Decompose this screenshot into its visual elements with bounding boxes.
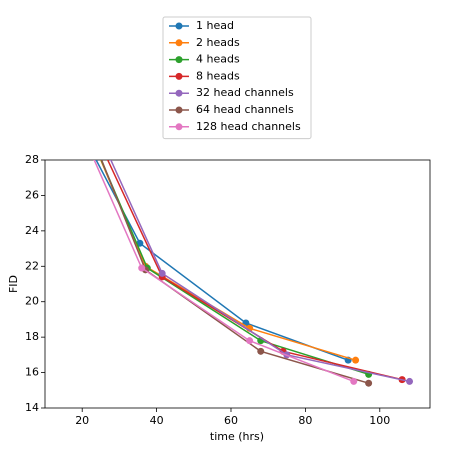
- y-tick-label: 28: [25, 153, 39, 166]
- point: [71, 86, 78, 93]
- point: [406, 377, 414, 385]
- y-tick-label: 16: [25, 366, 39, 379]
- point: [71, 95, 78, 102]
- legend-label: 2 heads: [196, 36, 240, 49]
- y-tick-label: 22: [25, 259, 39, 272]
- y-tick-label: 18: [25, 330, 39, 343]
- legend-label: 1 head: [196, 19, 234, 32]
- point: [71, 95, 78, 102]
- x-tick-label: 60: [224, 414, 238, 427]
- legend-marker: [175, 39, 183, 47]
- y-axis-label: FID: [7, 275, 20, 293]
- y-tick-label: 24: [25, 224, 39, 237]
- x-axis-label: time (hrs): [210, 430, 264, 443]
- point: [257, 347, 265, 355]
- legend-marker: [175, 106, 183, 114]
- point: [352, 356, 360, 364]
- legend-marker: [175, 89, 183, 97]
- point: [246, 337, 254, 345]
- legend-marker: [175, 56, 183, 64]
- point: [158, 269, 166, 277]
- legend-marker: [175, 123, 183, 131]
- point: [365, 379, 373, 387]
- point: [71, 77, 78, 84]
- point: [138, 264, 146, 272]
- plot-frame: [44, 159, 431, 409]
- legend-label: 32 head channels: [196, 86, 294, 99]
- series-line: [100, 160, 369, 384]
- y-tick-label: 14: [25, 401, 39, 414]
- plot-area: [71, 77, 414, 387]
- point: [71, 112, 78, 119]
- series-line: [106, 160, 403, 381]
- series-line: [100, 160, 369, 376]
- point: [350, 377, 358, 385]
- series-line: [110, 160, 410, 383]
- x-tick-label: 20: [75, 414, 89, 427]
- legend-label: 8 heads: [196, 69, 240, 82]
- legend-box: [162, 16, 312, 140]
- x-tick-label: 80: [298, 414, 312, 427]
- legend-marker: [175, 72, 183, 80]
- legend-label: 128 head channels: [196, 120, 301, 133]
- y-tick-label: 20: [25, 295, 39, 308]
- point: [71, 116, 78, 123]
- series-line: [95, 160, 349, 361]
- series-line: [93, 160, 355, 383]
- x-tick-label: 100: [369, 414, 390, 427]
- x-tick-label: 40: [150, 414, 164, 427]
- legend-label: 4 heads: [196, 53, 240, 66]
- legend-label: 64 head channels: [196, 103, 294, 116]
- y-tick-label: 26: [25, 188, 39, 201]
- point: [71, 89, 78, 96]
- legend-marker: [175, 22, 183, 30]
